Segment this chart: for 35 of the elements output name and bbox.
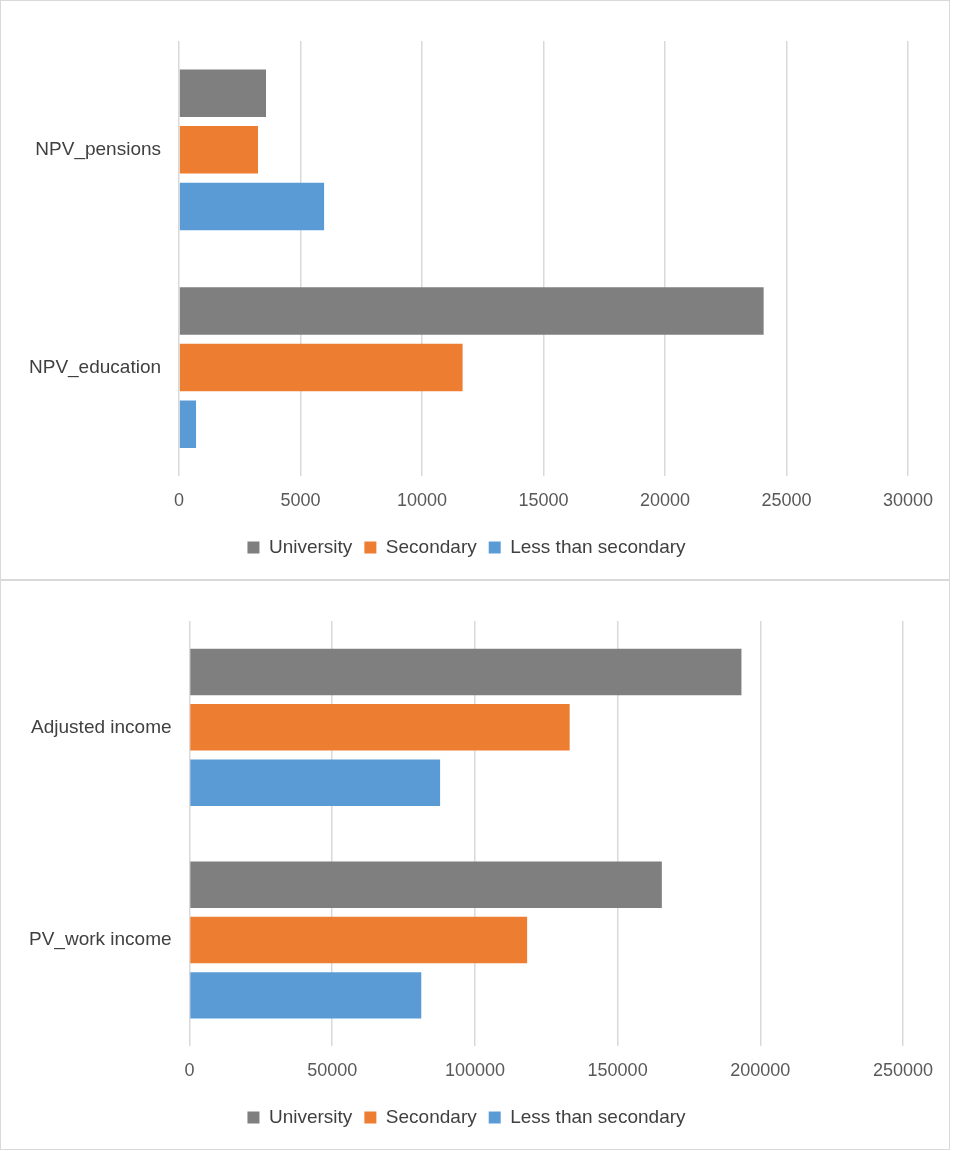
bar xyxy=(190,704,570,751)
bar xyxy=(179,400,197,448)
bar xyxy=(179,182,325,231)
legend-label: University xyxy=(268,535,353,557)
x-tick-label: 15000 xyxy=(518,490,569,511)
x-tick-label: 30000 xyxy=(882,490,933,511)
y-tick-label: Adjusted income xyxy=(31,715,172,737)
x-tick-label: 200000 xyxy=(730,1060,791,1081)
x-tick-label: 100000 xyxy=(444,1060,505,1081)
bar xyxy=(190,916,528,964)
x-tick-label: 50000 xyxy=(307,1060,358,1081)
bar xyxy=(190,648,742,696)
x-tick-label: 150000 xyxy=(587,1060,648,1081)
legend-label: Secondary xyxy=(385,535,478,557)
bar xyxy=(190,759,441,806)
bar xyxy=(179,287,764,335)
bar xyxy=(179,126,258,174)
y-tick-label: PV_work income xyxy=(28,928,172,951)
legend-label: Less than secondary xyxy=(510,1105,687,1127)
x-tick-label: 25000 xyxy=(761,490,812,511)
x-tick-label: 10000 xyxy=(396,490,448,511)
bar xyxy=(179,69,267,118)
bar xyxy=(179,343,463,392)
x-tick-label: 5000 xyxy=(280,490,321,511)
x-tick-label: 0 xyxy=(184,1060,195,1081)
bar xyxy=(190,972,422,1019)
legend-label: University xyxy=(268,1105,353,1127)
x-tick-label: 0 xyxy=(174,490,185,511)
legend-label: Secondary xyxy=(385,1105,478,1127)
legend-label: Less than secondary xyxy=(510,535,687,557)
y-tick-label: NPV_education xyxy=(28,355,162,378)
x-tick-label: 250000 xyxy=(872,1060,934,1081)
x-tick-label: 20000 xyxy=(639,490,691,511)
bar xyxy=(190,861,662,908)
y-tick-label: NPV_pensions xyxy=(35,138,162,161)
